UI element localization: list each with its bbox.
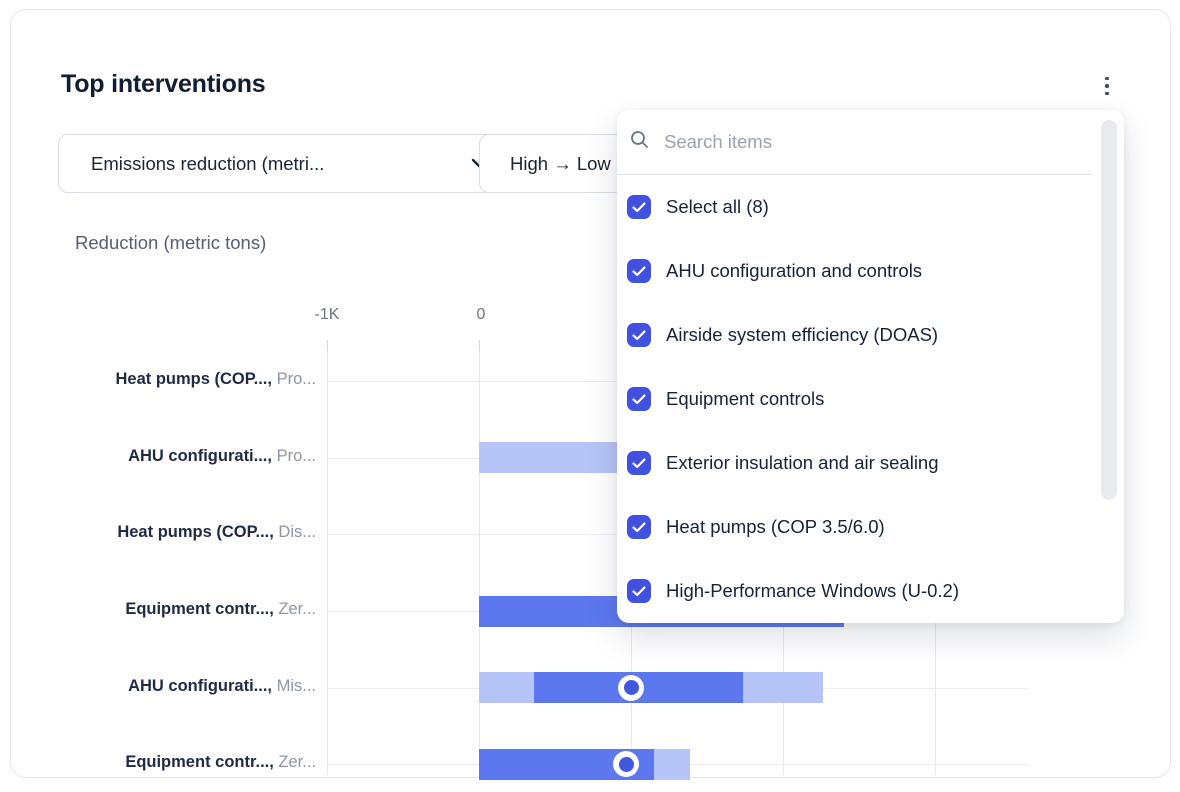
dropdown-item-label: Select all (8): [666, 196, 769, 217]
dropdown-item-label: High-Performance Windows (U-0.2): [666, 580, 960, 601]
dropdown-item-list: Select all (8) AHU configuration and cont…: [617, 175, 1124, 623]
category-name: Heat pumps (COP...,: [117, 523, 279, 541]
metric-dropdown[interactable]: Emissions reduction (metri...: [58, 134, 518, 193]
category-scenario: Dis...: [278, 523, 316, 541]
category-name: Equipment contr...,: [125, 753, 279, 771]
metric-dropdown-value: Emissions reduction (metri...: [91, 152, 325, 174]
checkbox-checked[interactable]: [627, 259, 651, 283]
dropdown-item-label: Heat pumps (COP 3.5/6.0): [666, 516, 885, 537]
overflow-menu-button[interactable]: [1089, 68, 1125, 104]
category-name: AHU configurati...,: [128, 446, 277, 465]
dropdown-item[interactable]: Heat pumps (COP 3.5/6.0): [617, 495, 1124, 559]
x-tick-mark: [327, 340, 328, 351]
dropdown-item-label: Exterior insulation and air sealing: [666, 452, 939, 473]
category-label: Equipment contr..., Zer...: [51, 753, 316, 772]
category-scenario: Mis...: [276, 676, 316, 695]
dropdown-item[interactable]: Airside system efficiency (DOAS): [617, 303, 1124, 367]
checkbox-checked[interactable]: [627, 387, 651, 411]
filter-dropdown-panel: Select all (8) AHU configuration and cont…: [617, 110, 1124, 623]
page-title: Top interventions: [61, 70, 266, 98]
median-marker: [613, 751, 640, 777]
gridline-vertical: [479, 348, 480, 775]
x-tick-label: 0: [476, 306, 486, 323]
check-icon: [632, 265, 646, 276]
dropdown-item[interactable]: High-Performance Windows (U-0.2): [617, 559, 1124, 623]
bar-segment[interactable]: [653, 748, 691, 780]
x-tick-label: -1K: [314, 306, 340, 323]
dropdown-item-label: AHU configuration and controls: [666, 260, 923, 281]
bar-segment[interactable]: [743, 672, 823, 703]
search-icon: [630, 130, 649, 154]
category-name: Heat pumps (COP...,: [115, 370, 277, 388]
category-scenario: Pro...: [276, 446, 316, 465]
category-scenario: Zer...: [278, 753, 316, 771]
gridline-vertical: [327, 348, 328, 775]
category-scenario: Pro...: [276, 370, 316, 388]
search-row: [617, 110, 1124, 174]
category-label: AHU configurati..., Pro...: [51, 447, 316, 466]
kebab-vertical-icon: [1105, 76, 1109, 81]
category-label: AHU configurati..., Mis...: [51, 677, 316, 696]
checkbox-checked[interactable]: [627, 579, 651, 603]
category-name: Equipment contr...,: [125, 600, 279, 618]
check-icon: [632, 521, 646, 532]
category-label: Heat pumps (COP..., Dis...: [51, 523, 316, 542]
checkbox-checked[interactable]: [627, 195, 651, 219]
chart-axis-title: Reduction (metric tons): [75, 232, 267, 253]
category-label: Heat pumps (COP..., Pro...: [51, 370, 317, 389]
dropdown-item-label: Airside system efficiency (DOAS): [666, 324, 939, 345]
bar-segment[interactable]: [479, 672, 534, 703]
checkbox-checked[interactable]: [627, 451, 651, 475]
median-marker: [618, 674, 644, 701]
search-input[interactable]: [662, 130, 1124, 154]
category-label: Equipment contr..., Zer...: [51, 600, 316, 619]
check-icon: [632, 393, 646, 404]
check-icon: [632, 585, 646, 596]
dropdown-item[interactable]: Select all (8): [617, 175, 1124, 239]
dropdown-item[interactable]: AHU configuration and controls: [617, 239, 1124, 303]
check-icon: [632, 201, 646, 212]
check-icon: [632, 457, 646, 468]
category-name: AHU configurati...,: [128, 676, 277, 695]
median-marker-dot: [618, 756, 634, 772]
median-marker-dot: [623, 680, 639, 695]
dropdown-item[interactable]: Exterior insulation and air sealing: [617, 431, 1124, 495]
divider: [617, 174, 1092, 175]
sort-dropdown-value: High → Low: [510, 152, 611, 174]
scrollbar-thumb[interactable]: [1101, 120, 1117, 500]
dropdown-item-label: Equipment controls: [666, 388, 825, 409]
checkbox-checked[interactable]: [627, 515, 651, 539]
x-tick-mark: [479, 340, 480, 351]
dropdown-item[interactable]: Equipment controls: [617, 367, 1124, 431]
check-icon: [632, 329, 646, 340]
category-scenario: Zer...: [278, 600, 316, 618]
checkbox-checked[interactable]: [627, 323, 651, 347]
